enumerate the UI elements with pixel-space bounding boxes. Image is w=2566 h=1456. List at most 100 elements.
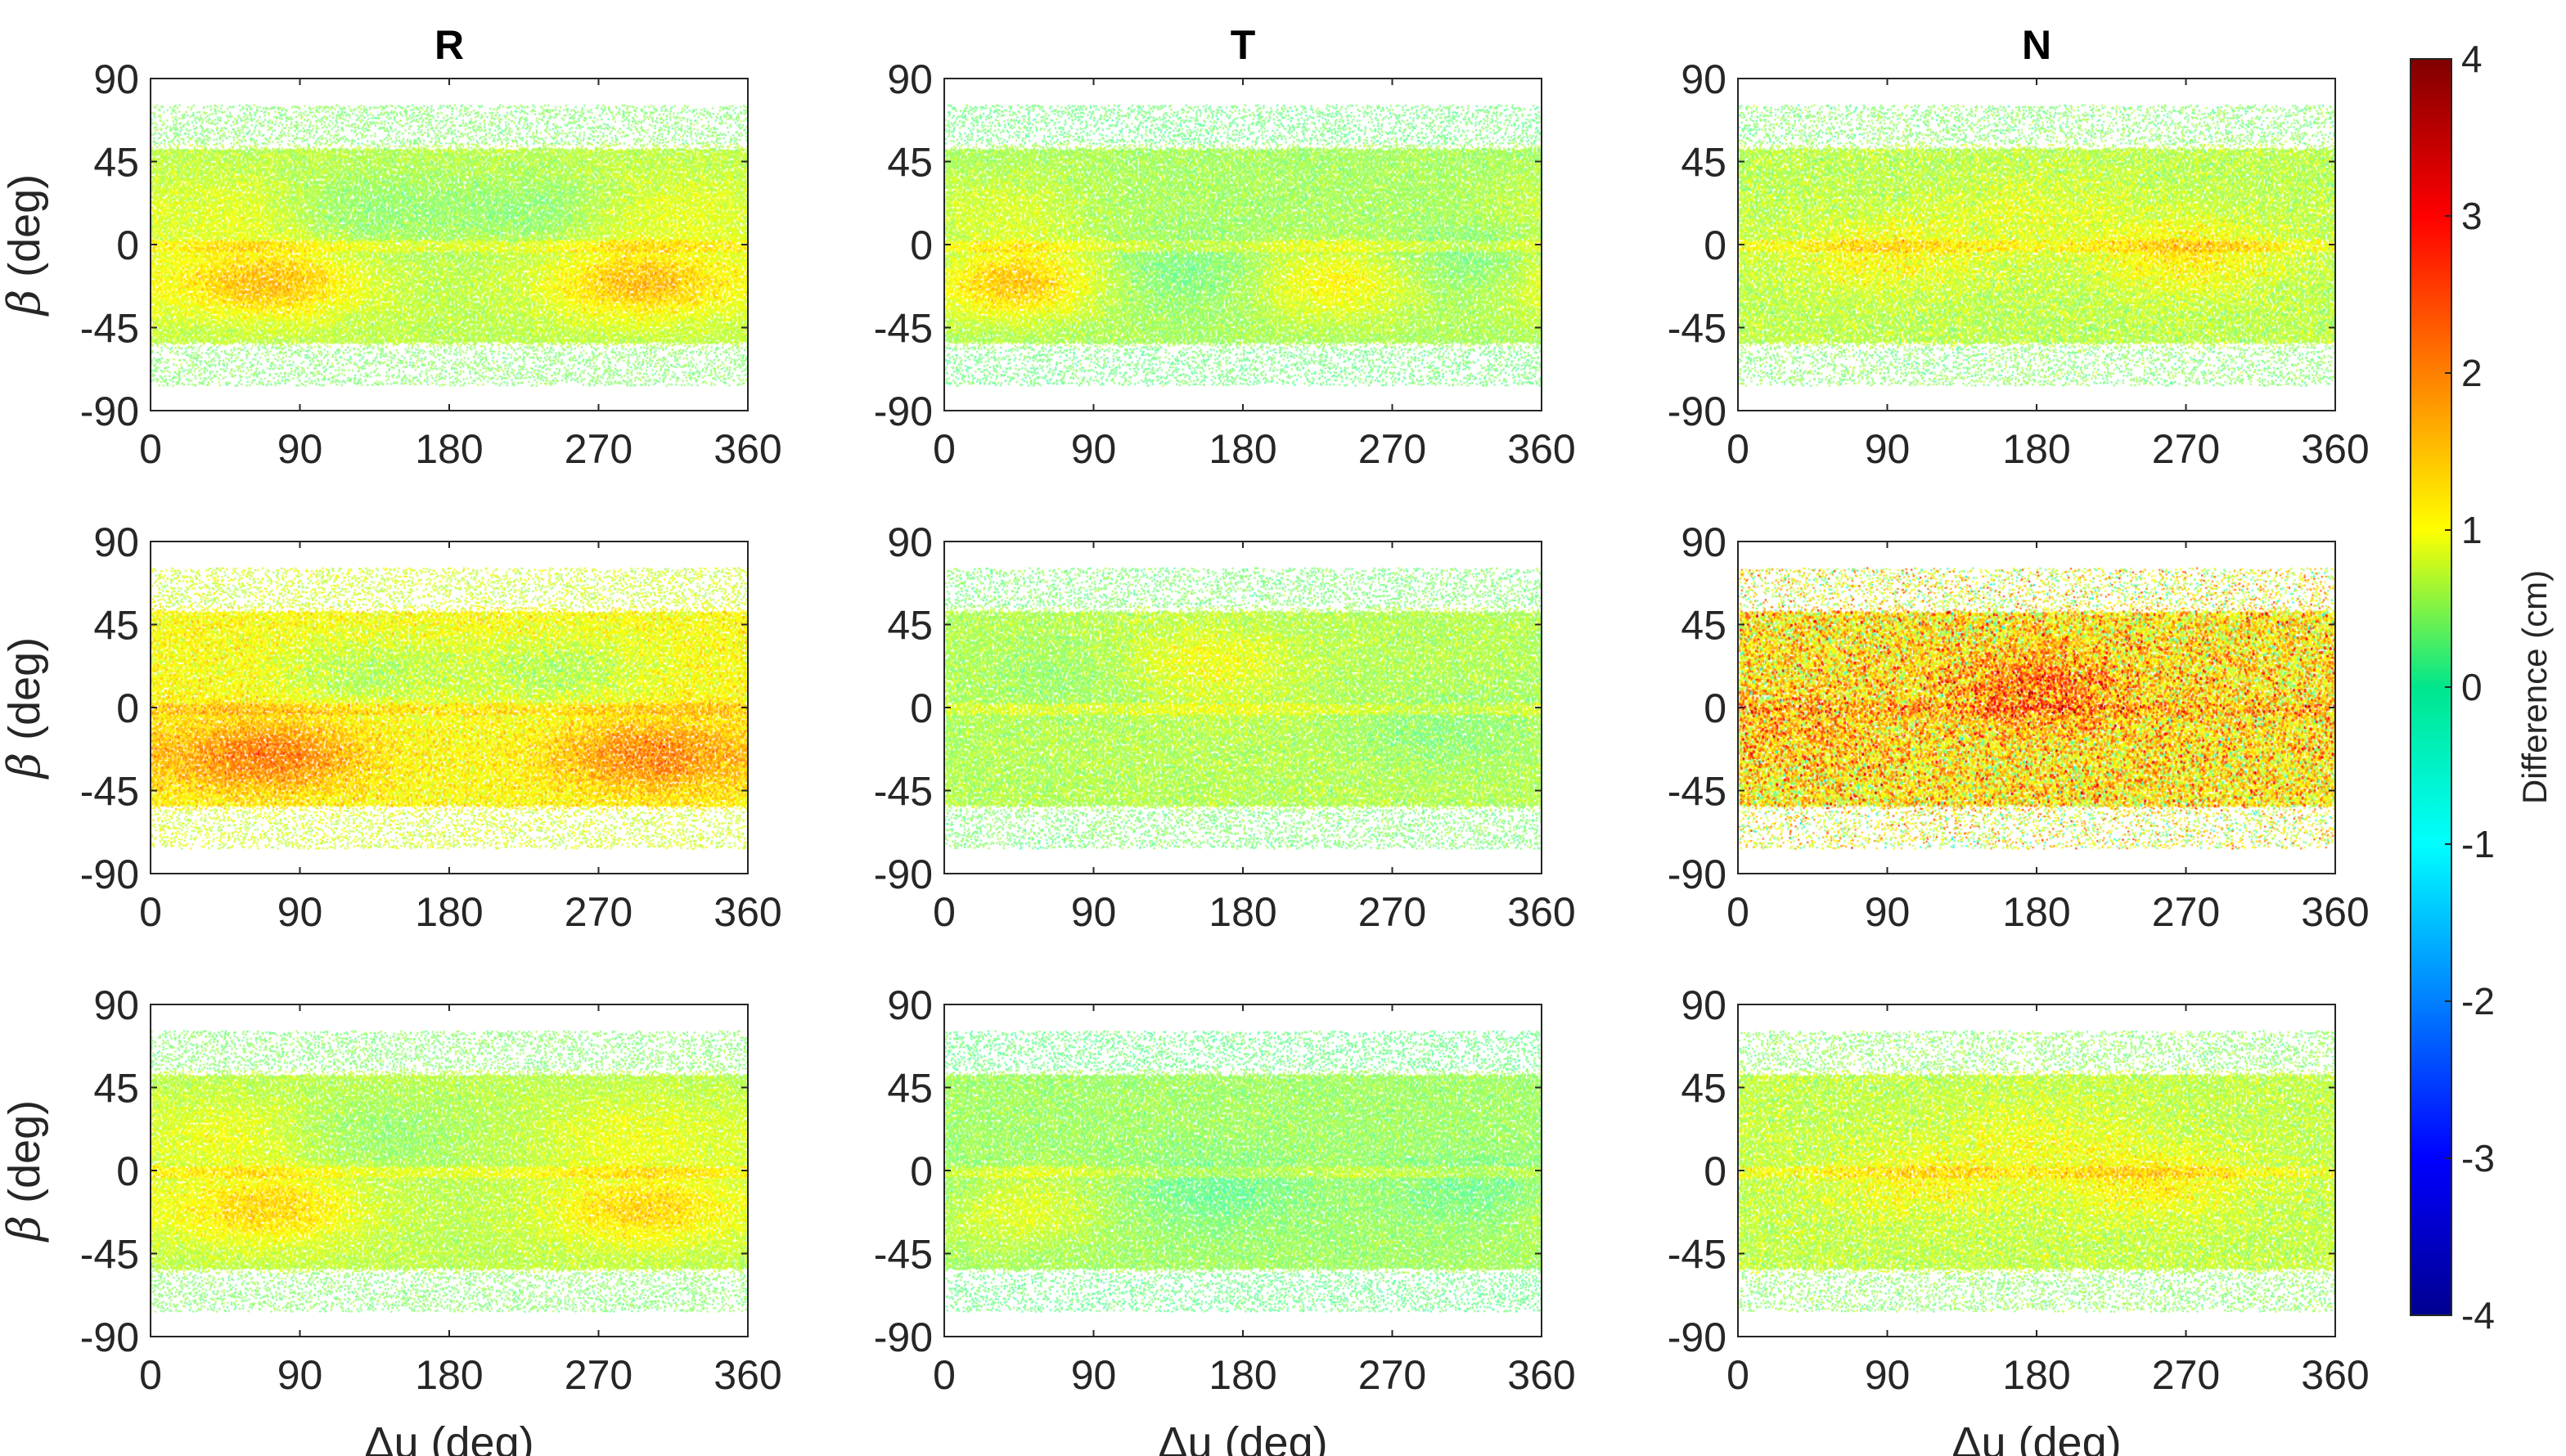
colorbar-tick-label: -2 <box>2461 980 2495 1022</box>
x-tick-label: 270 <box>2152 1352 2220 1398</box>
x-tick-label: 270 <box>1358 1352 1426 1398</box>
scatter-points <box>1738 1004 2335 1337</box>
x-tick-label: 270 <box>565 1352 632 1398</box>
x-tick-label: 90 <box>277 889 323 935</box>
panel-r-row1: 0 90 180 270 360 90 45 0 -45 -90 Rβ (deg) <box>0 22 782 472</box>
x-tick-label: 90 <box>277 426 323 472</box>
y-tick-label: 0 <box>116 685 139 731</box>
x-tick-label: 180 <box>1209 889 1276 935</box>
y-tick-label: 45 <box>887 603 933 649</box>
x-tick-label: 90 <box>1865 426 1911 472</box>
y-tick-label: 90 <box>93 56 139 102</box>
y-tick-label: 90 <box>1681 982 1726 1028</box>
x-tick-label: 0 <box>1726 889 1749 935</box>
y-axis-label: β (deg) <box>0 637 50 780</box>
x-tick-label: 0 <box>1726 1352 1749 1398</box>
x-tick-label: 180 <box>1209 426 1276 472</box>
x-tick-label: 0 <box>139 1352 162 1398</box>
y-axis-label: β (deg) <box>0 174 50 317</box>
x-tick-label: 270 <box>2152 426 2220 472</box>
panel-t-row1: 0 90 180 270 360 90 45 0 -45 -90 T <box>874 22 1576 472</box>
x-tick-label: 0 <box>933 1352 956 1398</box>
scatter-points <box>151 1004 748 1337</box>
y-tick-label: 90 <box>887 982 933 1028</box>
y-tick-label: -45 <box>1668 1232 1726 1278</box>
y-tick-label: -45 <box>80 1232 139 1278</box>
x-tick-label: 360 <box>714 889 781 935</box>
panel-n-row3: 0 90 180 270 360 90 45 0 -45 -90 Δu (deg) <box>1668 982 2370 1456</box>
x-axis-label: Δu (deg) <box>364 1418 533 1456</box>
y-tick-label: -90 <box>1668 1314 1726 1360</box>
x-tick-label: 360 <box>2301 426 2369 472</box>
y-tick-label: -90 <box>1668 852 1726 897</box>
scatter-points <box>1738 79 2335 411</box>
y-tick-label: 90 <box>887 519 933 565</box>
y-tick-label: 0 <box>116 1148 139 1194</box>
colorbar: 4 3 2 1 0 -1 -2 -3 -4 Difference (cm) <box>2410 38 2554 1337</box>
x-tick-label: 360 <box>1507 889 1575 935</box>
x-tick-label: 180 <box>415 889 483 935</box>
x-tick-label: 90 <box>1865 1352 1911 1398</box>
y-tick-label: -90 <box>80 852 139 897</box>
x-tick-label: 270 <box>565 889 632 935</box>
y-axis-label-symbol: β <box>0 1216 50 1243</box>
y-tick-label: 0 <box>116 222 139 268</box>
y-tick-label: 45 <box>1681 1066 1726 1112</box>
y-tick-label: 0 <box>910 1148 933 1194</box>
panel-r-row2: 0 90 180 270 360 90 45 0 -45 -90 β (deg) <box>0 519 782 935</box>
y-tick-label: 90 <box>93 982 139 1028</box>
y-tick-label: -90 <box>80 389 139 434</box>
x-tick-label: 180 <box>1209 1352 1276 1398</box>
y-axis-label-unit: (deg) <box>0 637 49 753</box>
x-tick-label: 180 <box>2002 1352 2070 1398</box>
y-tick-label: -45 <box>1668 769 1726 815</box>
y-tick-label: 45 <box>93 1066 139 1112</box>
x-tick-label: 360 <box>2301 1352 2369 1398</box>
colorbar-tick-label: -4 <box>2461 1294 2495 1337</box>
panel-title: R <box>434 22 464 68</box>
y-tick-label: 90 <box>1681 519 1726 565</box>
y-tick-label: 90 <box>1681 56 1726 102</box>
colorbar-label: Difference (cm) <box>2515 570 2554 804</box>
y-tick-label: 45 <box>887 140 933 186</box>
scatter-points <box>151 542 748 874</box>
x-tick-label: 360 <box>1507 1352 1575 1398</box>
y-tick-label: -90 <box>874 389 933 434</box>
colorbar-tick-label: -1 <box>2461 823 2495 865</box>
x-tick-label: 180 <box>415 1352 483 1398</box>
scatter-points <box>151 79 748 411</box>
y-tick-label: -45 <box>1668 306 1726 352</box>
x-tick-label: 360 <box>2301 889 2369 935</box>
x-axis-label-unit: u (deg) <box>1981 1418 2121 1456</box>
y-tick-label: 0 <box>1704 685 1726 731</box>
panel-n-row1: 0 90 180 270 360 90 45 0 -45 -90 N <box>1668 22 2370 472</box>
y-tick-label: 0 <box>1704 222 1726 268</box>
panel-n-row2: 0 90 180 270 360 90 45 0 -45 -90 <box>1668 519 2370 935</box>
y-tick-label: -45 <box>80 306 139 352</box>
y-tick-label: -45 <box>80 769 139 815</box>
scatter-points <box>1738 542 2335 874</box>
x-tick-label: 180 <box>2002 889 2070 935</box>
y-tick-label: 0 <box>910 222 933 268</box>
y-axis-label-unit: (deg) <box>0 1100 49 1216</box>
colorbar-tick-label: 0 <box>2461 666 2483 708</box>
y-tick-label: -45 <box>874 306 933 352</box>
x-tick-label: 0 <box>139 426 162 472</box>
x-tick-label: 90 <box>1071 426 1117 472</box>
y-tick-label: 45 <box>93 603 139 649</box>
colorbar-gradient <box>2411 59 2451 1315</box>
x-axis-label: Δu (deg) <box>1952 1418 2121 1456</box>
colorbar-tick-label: 1 <box>2461 509 2483 551</box>
colorbar-tick-label: 3 <box>2461 195 2483 237</box>
colorbar-tick-label: 2 <box>2461 352 2483 394</box>
x-tick-label: 90 <box>1865 889 1911 935</box>
y-tick-label: -90 <box>1668 389 1726 434</box>
x-tick-label: 270 <box>2152 889 2220 935</box>
y-tick-label: 45 <box>887 1066 933 1112</box>
y-tick-label: 45 <box>1681 140 1726 186</box>
x-tick-label: 90 <box>1071 889 1117 935</box>
y-tick-label: -45 <box>874 769 933 815</box>
y-tick-label: -90 <box>874 1314 933 1360</box>
y-tick-label: 0 <box>910 685 933 731</box>
